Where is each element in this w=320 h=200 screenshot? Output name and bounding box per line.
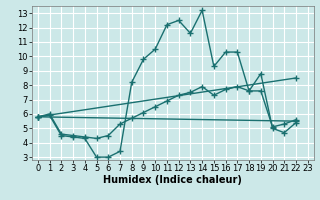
- X-axis label: Humidex (Indice chaleur): Humidex (Indice chaleur): [103, 175, 242, 185]
